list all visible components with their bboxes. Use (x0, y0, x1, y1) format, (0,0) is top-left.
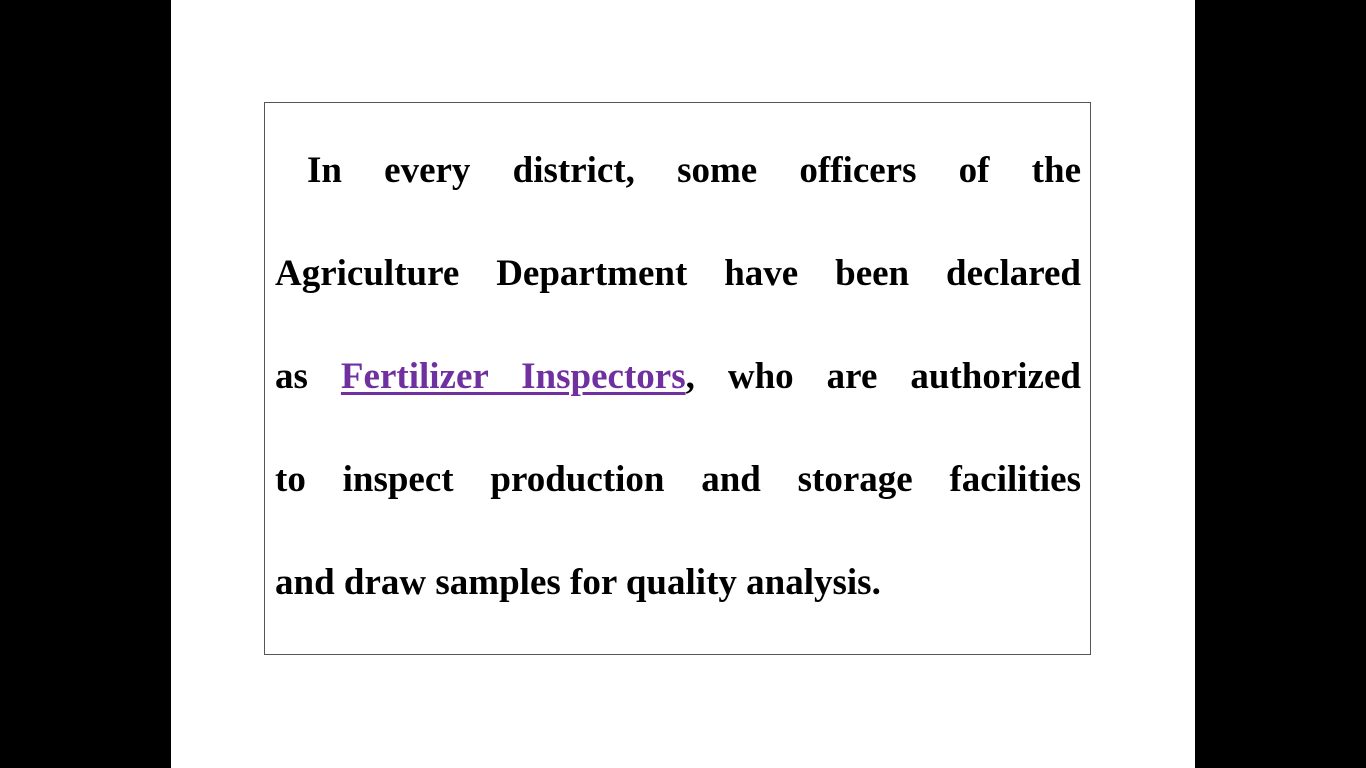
paragraph-line-3: as Fertilizer Inspectors, who are author… (275, 352, 1081, 402)
text-box: In every district, some officers of the … (264, 102, 1091, 655)
line-3-prefix: as (275, 356, 341, 397)
line-3-suffix: , who are authorized (685, 356, 1081, 397)
fertilizer-inspectors-link[interactable]: Fertilizer Inspectors (340, 356, 686, 397)
paragraph-line-1: In every district, some officers of the (307, 150, 1081, 191)
slide: In every district, some officers of the … (171, 0, 1195, 768)
paragraph-line-5: and draw samples for quality analysis. (275, 562, 881, 603)
paragraph-line-2: Agriculture Department have been declare… (275, 253, 1081, 294)
paragraph-line-4: to inspect production and storage facili… (275, 459, 1081, 500)
